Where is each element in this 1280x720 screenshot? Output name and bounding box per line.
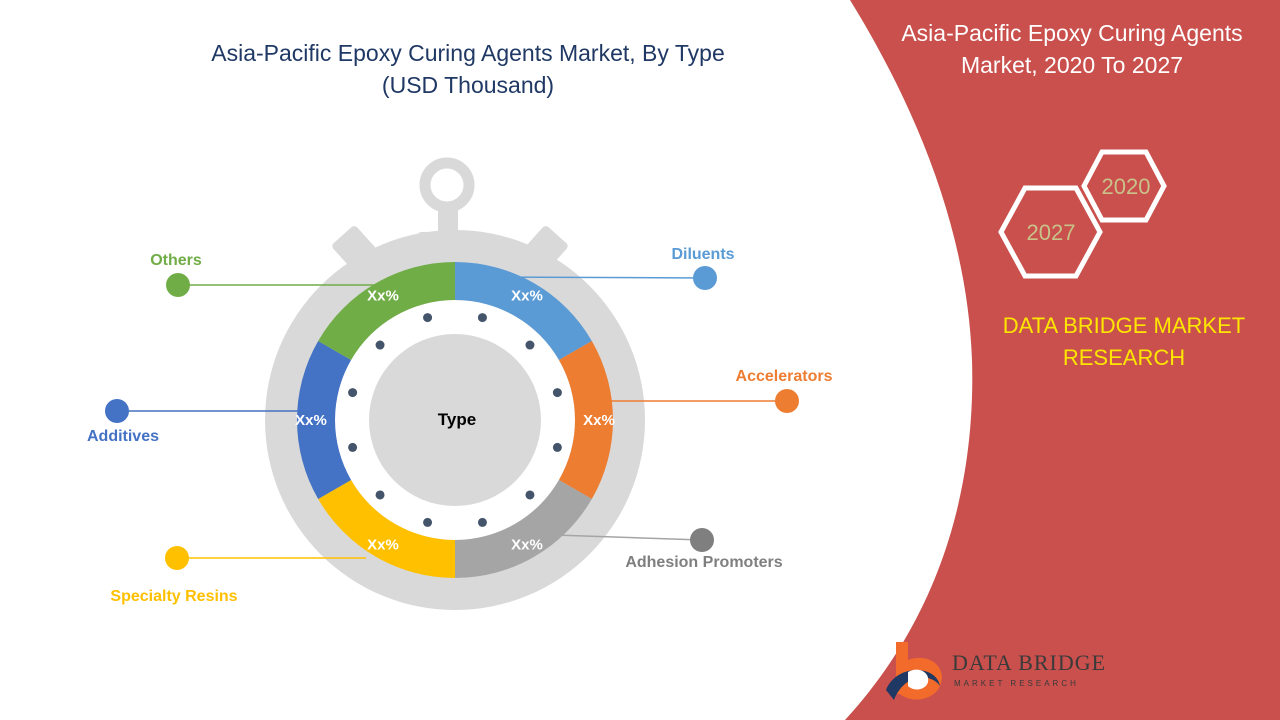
legend-dot-others [166,273,190,297]
slice-others [318,262,455,360]
chart-title-line-2: (USD Thousand) [382,72,554,98]
data-bridge-logo: DATA BRIDGE MARKET RESEARCH [886,642,1106,700]
category-label-others: Others [150,252,202,269]
side-panel-background [845,0,1280,720]
center-label: Type [438,410,476,429]
data-label-specialty-resins: Xx% [367,537,399,554]
legend-dot-diluents [693,266,717,290]
slice-adhesion-promoters [455,480,592,578]
clock-tick-dot [525,490,535,500]
leader-line-adhesion-promoters [554,534,703,541]
hexagon-2020-year: 2020 [1102,174,1151,199]
clock-tick-dot [423,517,433,527]
legend-dot-adhesion-promoters [690,528,714,552]
logo-tagline: MARKET RESEARCH [954,679,1079,688]
data-label-others: Xx% [367,287,399,304]
category-label-diluents: Diluents [671,246,734,263]
clock-tick-dot [348,388,358,398]
stopwatch-ring [419,157,475,213]
category-label-adhesion-promoters: Adhesion Promoters [625,554,782,571]
clock-tick-dot [423,313,433,323]
slice-diluents [455,262,592,360]
logo-mark-inner [908,669,929,690]
data-label-additives: Xx% [295,412,327,429]
clock-tick-dot [552,388,562,398]
slice-specialty-resins [318,480,455,578]
leader-line-diluents [490,276,706,279]
clock-tick-dot [348,442,358,452]
category-label-additives: Additives [87,428,159,445]
hexagon-2027 [998,185,1103,279]
slice-additives [297,341,352,499]
data-label-adhesion-promoters: Xx% [511,537,543,554]
hexagon-2027-year: 2027 [1027,220,1076,245]
panel-title-line-1: Asia-Pacific Epoxy Curing Agents [901,20,1242,46]
clock-tick-dot [477,517,487,527]
stopwatch-hub [369,334,541,506]
clock-tick-dot [375,490,385,500]
slice-accelerators [558,341,614,499]
clock-tick-dot [375,340,385,350]
legend-dot-accelerators [775,389,799,413]
data-label-diluents: Xx% [511,287,543,304]
category-label-specialty-resins: Specialty Resins [110,588,237,605]
legend-dot-specialty-resins [165,546,189,570]
brand-line-1: DATA BRIDGE MARKET [1003,313,1245,338]
hexagon-2020 [1081,149,1167,223]
legend-dot-additives [105,399,129,423]
clock-tick-dot [525,340,535,350]
clock-tick-dot [477,313,487,323]
category-label-accelerators: Accelerators [736,368,833,385]
panel-title-line-2: Market, 2020 To 2027 [961,52,1183,78]
clock-tick-dot [552,442,562,452]
logo-name: DATA BRIDGE [952,650,1106,675]
brand-line-2: RESEARCH [1063,345,1185,370]
chart-title-line-1: Asia-Pacific Epoxy Curing Agents Market,… [211,40,724,66]
data-label-accelerators: Xx% [583,412,615,429]
